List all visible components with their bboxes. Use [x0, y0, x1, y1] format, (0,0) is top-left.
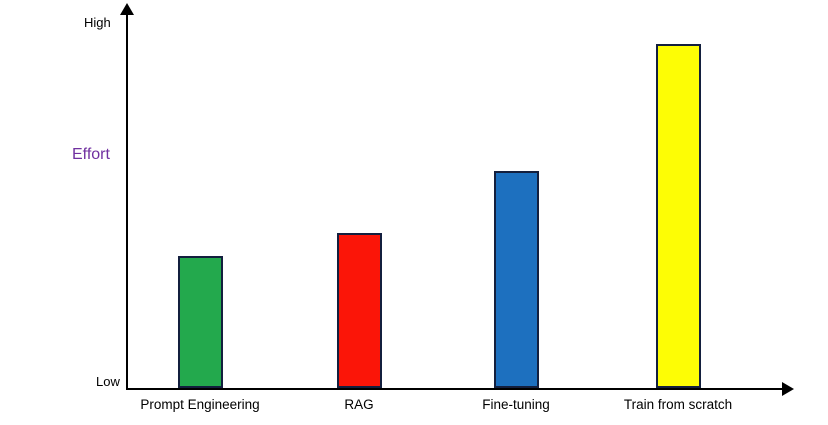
bar-train-from-scratch: [655, 44, 701, 388]
bar-fine-tuning: [493, 171, 539, 388]
category-label-fine-tuning: Fine-tuning: [482, 397, 550, 412]
y-axis-line: [126, 12, 128, 389]
y-axis-low-label: Low: [96, 374, 120, 389]
x-axis-line: [126, 388, 784, 390]
bar-prompt-engineering: [177, 256, 223, 388]
category-label-rag: RAG: [344, 397, 374, 412]
category-label-prompt-engineering: Prompt Engineering: [140, 397, 260, 412]
bar-rag: [336, 233, 382, 388]
category-label-train-from-scratch: Train from scratch: [623, 397, 733, 412]
y-axis-arrow-icon: [120, 3, 134, 15]
y-axis-high-label: High: [84, 15, 111, 30]
x-axis-arrow-icon: [782, 382, 794, 396]
y-axis-title: Effort: [72, 146, 110, 163]
